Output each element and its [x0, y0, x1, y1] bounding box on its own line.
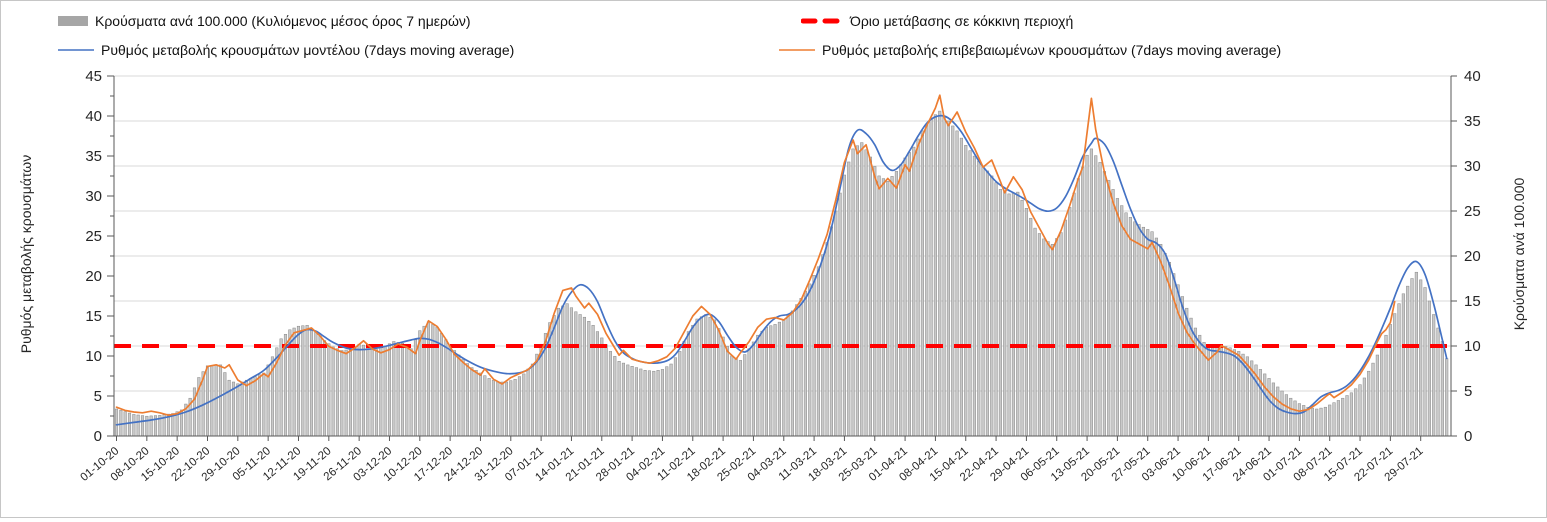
svg-text:40: 40 — [1464, 68, 1481, 85]
orange-line-icon — [779, 49, 815, 51]
svg-text:15: 15 — [85, 308, 102, 325]
legend-label-threshold: Όριο μετάβασης σε κόκκινη περιοχή — [850, 13, 1074, 29]
svg-text:5: 5 — [1464, 383, 1472, 400]
legend-item-model: Ρυθμός μεταβολής κρουσμάτων μοντέλου (7d… — [58, 42, 514, 58]
svg-text:0: 0 — [1464, 428, 1472, 445]
confirmed_rate-line — [115, 94, 1396, 417]
right-axis: 0 5 10 15 20 25 30 35 40 — [1451, 68, 1481, 445]
legend-item-confirmed: Ρυθμός μεταβολής επιβεβαιωμένων κρουσμάτ… — [779, 42, 1281, 58]
svg-text:45: 45 — [85, 68, 102, 85]
blue-line-icon — [58, 49, 94, 51]
svg-text:40: 40 — [85, 108, 102, 125]
bar-swatch-icon — [58, 16, 88, 26]
svg-text:25: 25 — [85, 228, 102, 245]
svg-text:0: 0 — [94, 428, 102, 445]
svg-text:30: 30 — [85, 188, 102, 205]
legend-item-threshold: Όριο μετάβασης σε κόκκινη περιοχή — [801, 13, 1073, 29]
red-dashed-line-icon — [801, 18, 843, 24]
svg-text:35: 35 — [85, 148, 102, 165]
svg-text:35: 35 — [1464, 113, 1481, 130]
svg-text:10: 10 — [1464, 338, 1481, 355]
left-axis-title: Ρυθμός μεταβολής κρουσμάτων — [18, 154, 34, 354]
right-axis-title: Κρούσματα ανά 100.000 — [1511, 177, 1527, 331]
bars-series — [114, 110, 1449, 437]
svg-text:25: 25 — [1464, 203, 1481, 220]
x-axis: 01-10-2008-10-2015-10-2022-10-2029-10-20… — [78, 436, 1426, 484]
svg-text:10: 10 — [85, 348, 102, 365]
legend-item-cases: Κρούσματα ανά 100.000 (Κυλιόμενος μέσος … — [58, 13, 471, 29]
svg-text:5: 5 — [94, 388, 102, 405]
legend-label-model: Ρυθμός μεταβολής κρουσμάτων μοντέλου (7d… — [101, 42, 515, 58]
svg-text:30: 30 — [1464, 158, 1481, 175]
legend-label-confirmed: Ρυθμός μεταβολής επιβεβαιωμένων κρουσμάτ… — [822, 42, 1282, 58]
svg-text:20: 20 — [1464, 248, 1481, 265]
left-axis: 0 5 10 15 20 25 30 35 40 45 — [85, 68, 114, 445]
svg-text:15: 15 — [1464, 293, 1481, 310]
legend-label-cases: Κρούσματα ανά 100.000 (Κυλιόμενος μέσος … — [95, 13, 471, 29]
svg-text:20: 20 — [85, 268, 102, 285]
